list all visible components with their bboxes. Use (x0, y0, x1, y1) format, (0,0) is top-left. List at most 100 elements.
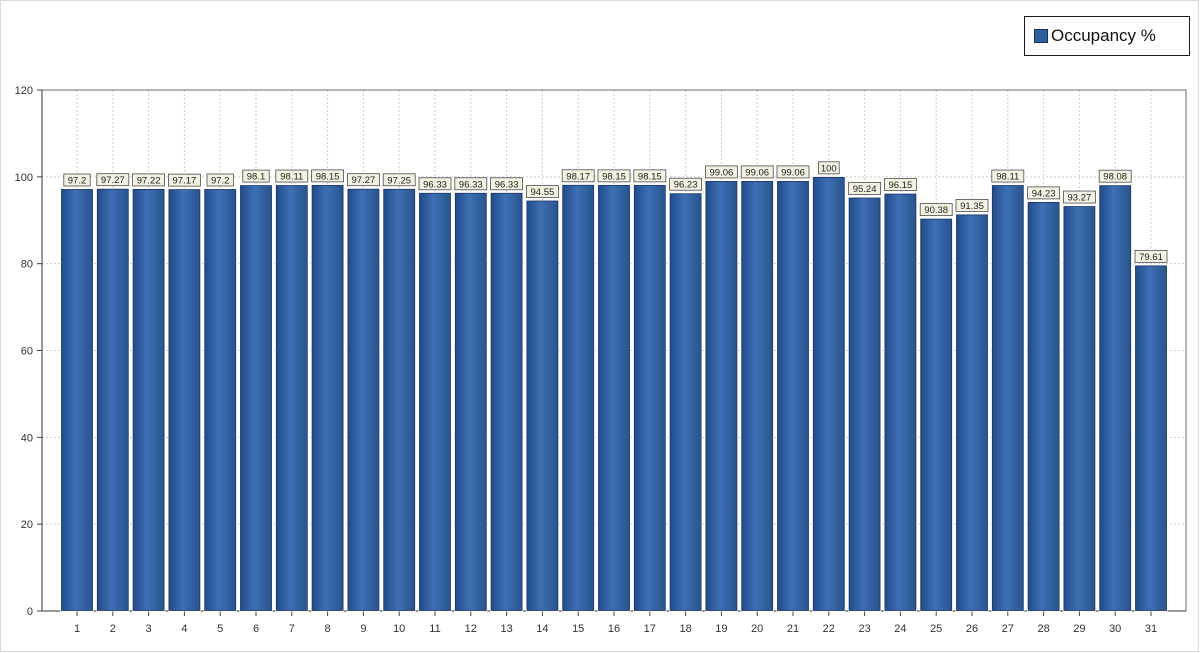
x-tick-label: 14 (536, 623, 548, 635)
data-label-box (490, 177, 524, 191)
data-label-box (242, 169, 270, 183)
x-tick-label: 9 (360, 623, 366, 635)
bar (561, 184, 595, 612)
data-label-box (454, 177, 488, 191)
bar (203, 188, 237, 612)
data-label: 98.15 (316, 171, 340, 182)
data-label: 96.33 (495, 179, 519, 190)
bar (669, 192, 703, 612)
bar-outline (562, 184, 595, 611)
x-tick-label: 21 (787, 623, 799, 635)
bar-outline (204, 189, 237, 611)
bar-outline (96, 188, 129, 611)
bar (490, 192, 524, 612)
data-label: 98.15 (602, 171, 626, 182)
data-label: 96.15 (889, 180, 913, 191)
bar (991, 184, 1025, 612)
x-tick-label: 30 (1109, 623, 1121, 635)
y-tick-label: 60 (21, 346, 33, 358)
data-label: 79.61 (1139, 252, 1163, 263)
x-tick-label: 10 (393, 623, 405, 635)
data-label: 97.25 (387, 175, 411, 186)
data-label-box (919, 203, 953, 217)
bar (955, 213, 989, 612)
bar (1062, 205, 1096, 612)
bar-outline (419, 192, 451, 611)
x-tick-label: 16 (608, 623, 620, 635)
x-tick-label: 13 (500, 623, 512, 635)
bar-outline (598, 184, 630, 611)
data-label: 97.17 (173, 176, 197, 187)
data-label: 99.06 (781, 167, 805, 178)
data-label: 100 (821, 163, 837, 174)
bar-outline (705, 181, 738, 611)
bar (597, 184, 631, 612)
data-label-box (346, 173, 380, 187)
legend-label: Occupancy % (1051, 26, 1156, 45)
data-label: 97.27 (101, 175, 125, 186)
data-label-box (633, 169, 667, 183)
data-label-box (705, 165, 738, 179)
y-tick-label: 40 (21, 432, 33, 444)
x-tick-label: 24 (894, 623, 906, 635)
bar (848, 196, 882, 612)
data-label: 98.08 (1103, 172, 1127, 183)
bar-outline (1027, 201, 1060, 611)
data-label-box (991, 169, 1025, 183)
data-label-box (167, 173, 201, 187)
x-tick-label: 6 (253, 623, 259, 635)
bar (167, 188, 201, 612)
bar (132, 188, 166, 612)
bar (96, 188, 130, 612)
bar-outline (812, 176, 845, 611)
data-label: 93.27 (1068, 193, 1092, 204)
bar (1098, 184, 1132, 612)
data-label-box (1063, 190, 1096, 204)
data-label: 98.11 (996, 172, 1019, 183)
bar-outline (311, 184, 344, 611)
data-label: 96.23 (674, 180, 698, 191)
y-tick-label: 80 (21, 259, 33, 271)
bars (60, 176, 1168, 612)
x-tick-label: 20 (751, 623, 763, 635)
bar-outline (920, 218, 953, 611)
data-label: 98.11 (280, 172, 303, 183)
data-label: 98.17 (566, 171, 590, 182)
bar-outline (1135, 265, 1167, 611)
data-label: 98.15 (638, 171, 662, 182)
bar-outline (347, 188, 380, 611)
data-label: 99.06 (710, 167, 734, 178)
bar-outline (526, 200, 559, 611)
bar-outline (1063, 206, 1096, 611)
x-tick-label: 27 (1002, 623, 1014, 635)
data-label-box (848, 182, 881, 195)
data-label-box (132, 173, 166, 187)
data-label: 91.35 (960, 201, 984, 212)
data-label: 94.55 (531, 187, 555, 198)
data-label-box (1098, 169, 1132, 183)
data-label-box (96, 173, 130, 187)
data-label: 99.06 (745, 167, 769, 178)
bar (812, 176, 846, 612)
data-label-box (955, 198, 989, 212)
bar (418, 192, 452, 612)
x-tick-label: 17 (644, 623, 656, 635)
bar-outline (884, 193, 917, 611)
data-label-box (561, 169, 595, 183)
bar-outline (61, 189, 93, 611)
data-label: 90.38 (924, 205, 948, 216)
bar (1134, 264, 1168, 612)
bar-outline (956, 214, 988, 611)
x-tick-label: 19 (715, 623, 727, 635)
x-tick-label: 23 (858, 623, 870, 635)
bar-outline (669, 193, 702, 611)
data-label-box (818, 161, 840, 175)
bar-outline (633, 184, 666, 611)
legend-swatch (1034, 29, 1048, 43)
data-label-box (275, 169, 309, 183)
data-label: 95.24 (853, 184, 877, 195)
bar (776, 180, 810, 612)
x-tick-label: 12 (465, 623, 477, 635)
data-label: 96.33 (459, 179, 483, 190)
